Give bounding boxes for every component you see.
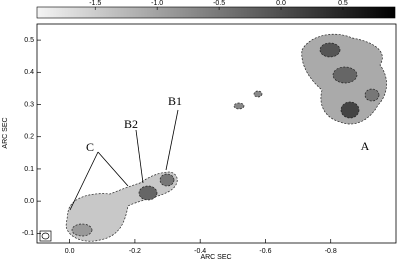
emission <box>65 33 387 242</box>
y-tick-label: 0.2 <box>24 134 34 141</box>
x-tick-label: -0.6 <box>259 248 271 255</box>
colorbar-tick-label: 0.5 <box>338 0 348 7</box>
colorbar-tick-label: -1.5 <box>89 0 101 7</box>
colorbar-tick-label: 0.0 <box>276 0 286 7</box>
y-tick-label: 0.3 <box>24 101 34 108</box>
colorbar-tick-label: -0.5 <box>213 0 225 7</box>
beam-box <box>39 230 52 242</box>
y-tick-label: -0.1 <box>22 230 34 237</box>
annotation: B1 <box>168 94 182 108</box>
annotation: C <box>86 140 94 154</box>
x-tick-label: -0.8 <box>325 248 337 255</box>
colorbar <box>36 6 396 19</box>
y-tick-label: 0.1 <box>24 166 34 173</box>
x-tick-label: 0.0 <box>65 248 75 255</box>
annotation-lines <box>69 109 179 211</box>
y-axis-label: ARC SEC <box>2 117 9 148</box>
annotation: B2 <box>124 117 138 131</box>
y-tick-label: 0.4 <box>24 69 34 76</box>
y-tick-label: 0.0 <box>24 198 34 205</box>
y-tick-label: 0.5 <box>24 37 34 44</box>
x-axis-label: ARC SEC <box>200 254 231 261</box>
colorbar-tick-label: -1.0 <box>151 0 163 7</box>
beam <box>41 232 50 240</box>
x-tick-label: -0.2 <box>129 248 141 255</box>
x-tick-label: -0.4 <box>194 248 206 255</box>
annotation: A <box>361 139 370 153</box>
